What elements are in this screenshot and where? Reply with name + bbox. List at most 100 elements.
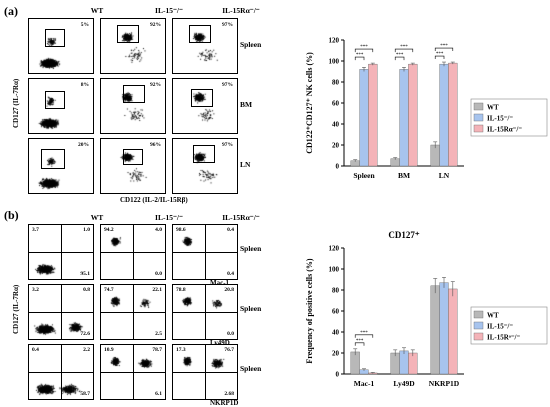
quadrant-upper-right: 0.4 (227, 227, 234, 233)
quadrant-line (101, 312, 165, 313)
panel-a-col-wt: WT (90, 6, 104, 15)
row-label: Spleen (240, 40, 262, 49)
bar (359, 69, 369, 167)
facs-plot: 8% (28, 78, 94, 134)
y-tick-label: 40 (332, 329, 340, 337)
panel-a-col-il15ra: IL-15Rα⁻/⁻ (222, 6, 260, 15)
legend-label: WT (487, 312, 499, 320)
facs-scatter (29, 139, 93, 193)
legend-label: IL-15Rᵃ⁻/⁻ (487, 334, 520, 342)
quadrant-lower-right: 58.7 (80, 391, 90, 397)
y-tick-label: 40 (332, 121, 340, 129)
bar (368, 63, 378, 167)
significance-stars: *** (436, 52, 444, 57)
quadrant-upper-right: 1.0 (83, 227, 90, 233)
panel-b-label: (b) (4, 208, 19, 222)
gate-percent: 20% (78, 142, 89, 148)
panel-b-y-axis-label: CD127 (IL-7Rα) (12, 284, 20, 334)
legend-swatch (473, 102, 484, 111)
facs-quadrant-plot: 94.2 4.0 0.0 (100, 224, 166, 280)
significance-stars: *** (360, 45, 368, 50)
significance-bracket (354, 334, 374, 338)
gate-percent: 92% (150, 82, 161, 88)
bar (408, 63, 418, 167)
x-tick-label: NKRP1D (429, 379, 460, 388)
quadrant-upper-right: 20.8 (224, 287, 234, 293)
quadrant-lower-right: 0.0 (155, 271, 162, 277)
significance-bracket (434, 47, 454, 52)
significance-stars: *** (360, 331, 368, 336)
legend-box (470, 306, 548, 345)
bar (399, 350, 409, 375)
significance-bracket (394, 56, 405, 61)
facs-quadrant-plot: 10.9 78.7 6.1 (100, 344, 166, 400)
y-axis-label: Frequency of positive cells (%) (305, 258, 314, 364)
bar (390, 158, 400, 167)
row-label: Spleen (240, 364, 262, 373)
quadrant-upper-right: 2.2 (83, 347, 90, 353)
y-tick-label: 100 (329, 266, 340, 274)
gate-box (123, 149, 143, 165)
y-tick-label: 20 (332, 142, 340, 150)
panel-a-col-il15: IL-15⁻/⁻ (155, 6, 183, 15)
quadrant-line (173, 252, 237, 253)
bar (350, 351, 360, 375)
gate-box (123, 85, 145, 103)
quadrant-line (29, 252, 93, 253)
legend-label: IL-15Rα⁻/⁻ (487, 126, 522, 134)
facs-plot: 97% (172, 138, 238, 194)
y-tick-label: 80 (332, 79, 340, 87)
y-tick-label: 120 (329, 37, 340, 45)
quadrant-upper-left: 98.6 (176, 227, 186, 233)
panel-b-col-il15ra: IL-15Rα⁻/⁻ (222, 213, 260, 222)
panel-a-label: (a) (4, 4, 18, 18)
significance-stars: *** (400, 45, 408, 50)
facs-quadrant-plot: 78.8 20.8 0.0 (172, 284, 238, 340)
facs-scatter (101, 139, 165, 193)
quadrant-upper-left: 78.8 (176, 287, 186, 293)
legend-swatch (473, 124, 484, 133)
y-tick-label: 0 (336, 163, 340, 171)
legend-label: IL-15⁻/⁻ (487, 115, 513, 123)
bar (448, 288, 458, 375)
quadrant-upper-right: 76.7 (224, 347, 234, 353)
gate-percent: 8% (80, 82, 89, 88)
significance-bracket (354, 56, 365, 61)
quadrant-upper-left: 94.2 (104, 227, 114, 233)
significance-bracket (434, 55, 445, 60)
legend-label: IL-15⁻/⁻ (487, 323, 513, 331)
gate-percent: 97% (222, 82, 233, 88)
quadrant-upper-left: 3.2 (32, 287, 39, 293)
gate-percent: 5% (80, 22, 89, 28)
quadrant-lower-right: 0.0 (227, 331, 234, 337)
bar (439, 282, 449, 375)
x-tick-label: Ly49D (393, 379, 415, 388)
quadrant-upper-left: 17.3 (176, 347, 186, 353)
gate-percent: 96% (150, 142, 161, 148)
quadrant-upper-right: 0.8 (83, 287, 90, 293)
gate-box (45, 29, 65, 47)
facs-quadrant-plot: 3.7 1.0 95.1 (28, 224, 94, 280)
panel-b-col-wt: WT (90, 213, 104, 222)
legend-label: WT (487, 104, 499, 112)
gate-percent: 92% (150, 22, 161, 28)
quadrant-upper-left: 74.7 (104, 287, 114, 293)
quadrant-upper-left: 0.4 (32, 347, 39, 353)
bar (399, 69, 409, 167)
bar-chart-nk-cells: 0 20 40 60 80 100 120 CD122⁺CD127⁺ NK cells (%)… (305, 37, 548, 180)
facs-plot: 97% (172, 78, 238, 134)
chart-title: CD127⁺ (388, 230, 419, 240)
legend-swatch (473, 113, 484, 122)
significance-stars: *** (356, 339, 364, 344)
facs-quadrant-plot: 74.7 22.1 2.5 (100, 284, 166, 340)
facs-plot: 92% (100, 78, 166, 134)
facs-scatter (173, 19, 237, 73)
facs-plot: 92% (100, 18, 166, 74)
bar-chart-cd127-positive: CD127⁺ 0 20 40 60 80 100 120 Frequency of positi… (305, 230, 548, 388)
gate-box (191, 89, 213, 107)
gate-percent: 97% (222, 142, 233, 148)
quadrant-upper-right: 4.0 (155, 227, 162, 233)
quadrant-upper-left: 3.7 (32, 227, 39, 233)
quadrant-upper-right: 78.7 (152, 347, 162, 353)
significance-stars: *** (396, 53, 404, 58)
